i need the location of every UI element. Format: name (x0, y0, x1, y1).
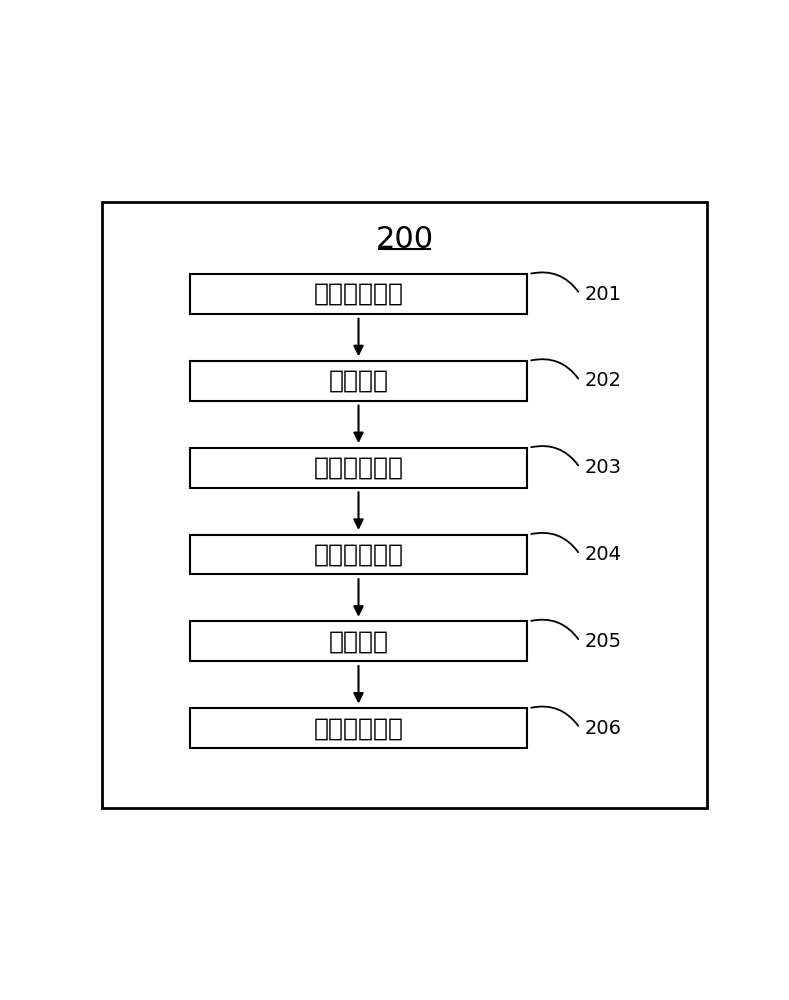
Bar (190, 274, 527, 314)
Text: 特性获取模块: 特性获取模块 (313, 716, 403, 740)
Bar (190, 361, 527, 401)
Bar (190, 448, 527, 488)
Text: 数据获取模块: 数据获取模块 (313, 282, 403, 306)
Text: 206: 206 (585, 719, 622, 738)
Text: 204: 204 (585, 545, 622, 564)
Text: 设备选型模块: 设备选型模块 (313, 543, 403, 567)
Text: 200: 200 (376, 225, 433, 254)
Bar (190, 621, 527, 661)
Text: 201: 201 (585, 285, 622, 304)
Text: 仿真测试模块: 仿真测试模块 (313, 456, 403, 480)
Bar (190, 708, 527, 748)
Text: 202: 202 (585, 371, 622, 390)
Text: 203: 203 (585, 458, 622, 477)
Text: 构建模块: 构建模块 (328, 369, 388, 393)
Bar (190, 535, 527, 574)
Text: 实测模块: 实测模块 (328, 629, 388, 653)
Text: 205: 205 (585, 632, 622, 651)
